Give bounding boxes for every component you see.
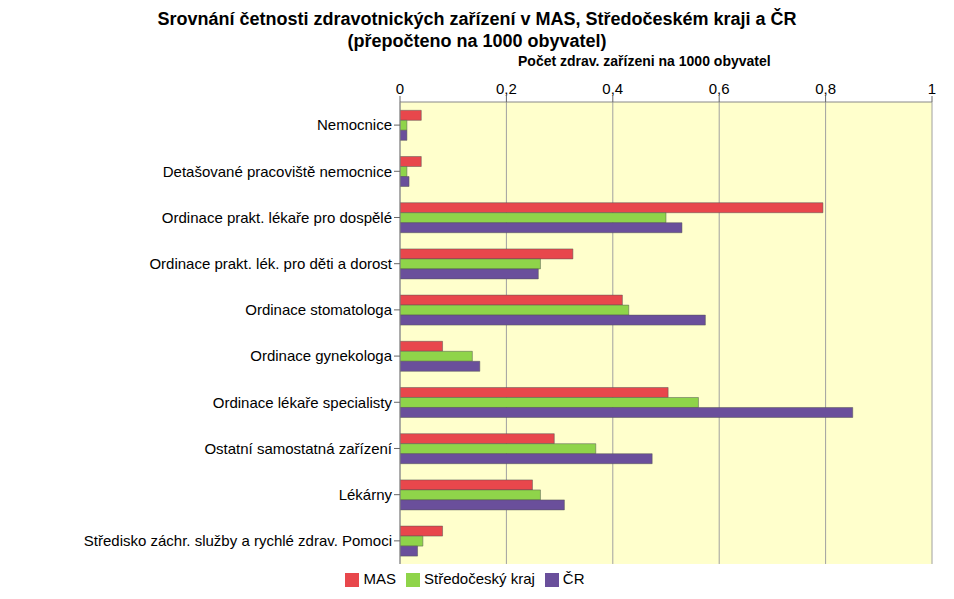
svg-text:0,6: 0,6 xyxy=(709,80,730,97)
svg-text:Ordinace lékaře specialisty: Ordinace lékaře specialisty xyxy=(213,394,393,411)
html-text:MAS: MAS xyxy=(363,570,396,587)
svg-text:Ostatní samostatná zařízení: Ostatní samostatná zařízení xyxy=(204,440,392,457)
svg-text:1: 1 xyxy=(928,80,936,97)
svg-text:0,4: 0,4 xyxy=(602,80,623,97)
svg-text:Ordinace stomatologa: Ordinace stomatologa xyxy=(245,301,392,318)
svg-text:Ordinace gynekologa: Ordinace gynekologa xyxy=(250,347,392,364)
html-text:Srovnání četnosti zdravotnický: Srovnání četnosti zdravotnických zařízen… xyxy=(157,9,797,29)
html-text:ČR: ČR xyxy=(562,570,585,587)
svg-text:Lékárny: Lékárny xyxy=(339,486,393,503)
html-text:(přepočteno na 1000 obyvatel): (přepočteno na 1000 obyvatel) xyxy=(347,31,607,51)
svg-text:0,2: 0,2 xyxy=(496,80,517,97)
svg-text:Nemocnice: Nemocnice xyxy=(317,116,392,133)
svg-text:Ordinace prakt. lék. pro děti: Ordinace prakt. lék. pro děti a dorost xyxy=(149,255,392,272)
svg-text:0: 0 xyxy=(396,80,404,97)
svg-text:Středisko záchr. služby a rych: Středisko záchr. služby a rychlé zdrav. … xyxy=(84,532,392,549)
html-text:Středočeský kraj: Středočeský kraj xyxy=(424,570,535,587)
svg-text:0,8: 0,8 xyxy=(815,80,836,97)
html-text:Počet zdrav. zařízeni na 1000: Počet zdrav. zařízeni na 1000 obyvatel xyxy=(518,53,771,69)
svg-text:Ordinace prakt. lékaře pro dos: Ordinace prakt. lékaře pro dospělé xyxy=(162,209,392,226)
svg-text:Detašované pracoviště nemocnic: Detašované pracoviště nemocnice xyxy=(163,163,392,180)
